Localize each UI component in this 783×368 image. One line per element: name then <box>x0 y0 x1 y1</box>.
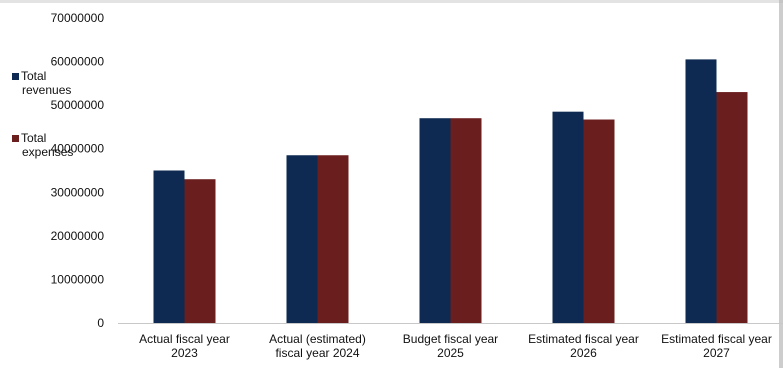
y-tick-label: 30000000 <box>51 185 105 199</box>
y-tick-label: 20000000 <box>51 229 105 243</box>
bar-revenues <box>286 155 318 323</box>
y-tick-label: 10000000 <box>51 272 105 286</box>
bar-revenues <box>153 170 185 323</box>
legend-label: revenues <box>22 83 71 97</box>
x-category-label: Actual fiscal year <box>139 332 230 346</box>
y-tick-label: 70000000 <box>51 11 105 25</box>
legend-label: Total <box>21 131 46 145</box>
bar-expenses <box>716 92 748 323</box>
x-category-label: Budget fiscal year <box>403 332 498 346</box>
scan-edge-top <box>0 0 783 3</box>
legend-label: Total <box>21 69 46 83</box>
bar-expenses <box>184 179 216 323</box>
x-category-label: Actual (estimated) <box>269 332 366 346</box>
bars <box>153 59 748 324</box>
y-tick-label: 60000000 <box>51 55 105 69</box>
bar-expenses <box>450 118 482 323</box>
x-category-label: Estimated fiscal year <box>528 332 639 346</box>
scan-edge-right <box>779 0 783 368</box>
y-tick-label: 0 <box>97 316 104 330</box>
x-category-label: 2025 <box>437 346 464 360</box>
bar-revenues <box>552 111 584 323</box>
legend-label: expenses <box>22 145 73 159</box>
x-category-label: 2023 <box>171 346 198 360</box>
legend-swatch <box>12 135 19 142</box>
x-category-label: 2026 <box>570 346 597 360</box>
y-tick-label: 50000000 <box>51 98 105 112</box>
y-axis: 0 10000000 20000000 30000000 40000000 5000000… <box>51 11 105 330</box>
bar-revenues <box>419 118 451 323</box>
x-category-label: 2027 <box>703 346 730 360</box>
bar-expenses <box>317 155 349 323</box>
x-category-label: fiscal year 2024 <box>275 346 359 360</box>
bar-revenues <box>685 59 717 324</box>
x-category-label: Estimated fiscal year <box>661 332 772 346</box>
legend-swatch <box>12 73 19 80</box>
y-tick-label: 40000000 <box>51 142 105 156</box>
bar-expenses <box>583 119 615 324</box>
